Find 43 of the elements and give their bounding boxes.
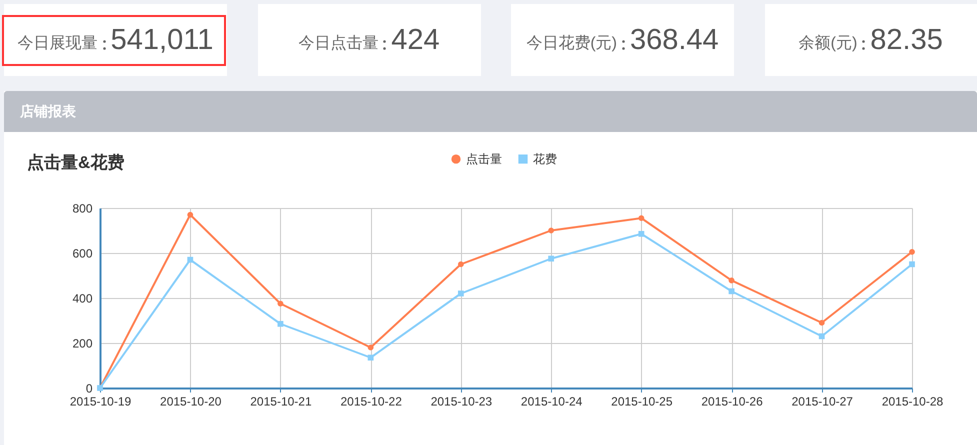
point (638, 215, 644, 222)
y-tick-label: 0 (86, 382, 93, 396)
point (187, 212, 194, 218)
point (638, 230, 644, 237)
x-tick-label: 2015-10-27 (792, 394, 854, 408)
point (909, 261, 915, 268)
legend-label: 花费 (533, 152, 557, 166)
x-tick-label: 2015-10-23 (430, 394, 492, 408)
chart-title: 点击量&花费 (27, 153, 124, 172)
point (728, 278, 734, 284)
legend-label: 点击量 (466, 152, 502, 166)
x-tick-label: 2015-10-19 (70, 394, 132, 408)
text: 82.35 (870, 24, 943, 56)
point (548, 256, 554, 262)
point (728, 288, 734, 294)
x-tick-label: 2015-10-22 (340, 394, 402, 408)
point (278, 300, 284, 307)
text: 424 (391, 24, 440, 56)
point (818, 320, 825, 326)
category-label: 今日展现量 (18, 34, 98, 54)
point (909, 248, 915, 255)
point (548, 228, 554, 234)
x-tick-label: 2015-10-24 (520, 394, 583, 408)
point (368, 354, 374, 361)
x-tick-label: 2015-10-26 (701, 394, 764, 408)
x-tick-label: 2015-10-21 (250, 394, 312, 408)
category-label: 今日点击量 (298, 34, 378, 54)
text: 541,011 (110, 24, 214, 56)
y-tick-label: 400 (72, 292, 93, 306)
category-label: 余额(元) (798, 34, 858, 54)
y-tick-label: 600 (72, 246, 93, 260)
x-tick-label: 2015-10-28 (882, 394, 944, 408)
category-label: 今日花费(元) (526, 34, 617, 54)
x-tick-label: 2015-10-25 (611, 394, 673, 408)
x-tick-label: 2015-10-20 (160, 394, 222, 408)
y-tick-label: 800 (72, 202, 93, 216)
point (278, 320, 284, 327)
y-tick-label: 200 (72, 336, 93, 350)
point (458, 290, 464, 296)
text: 368.44 (630, 24, 719, 56)
point (368, 344, 374, 350)
text: 店铺报表 (20, 103, 76, 120)
point (458, 261, 464, 268)
